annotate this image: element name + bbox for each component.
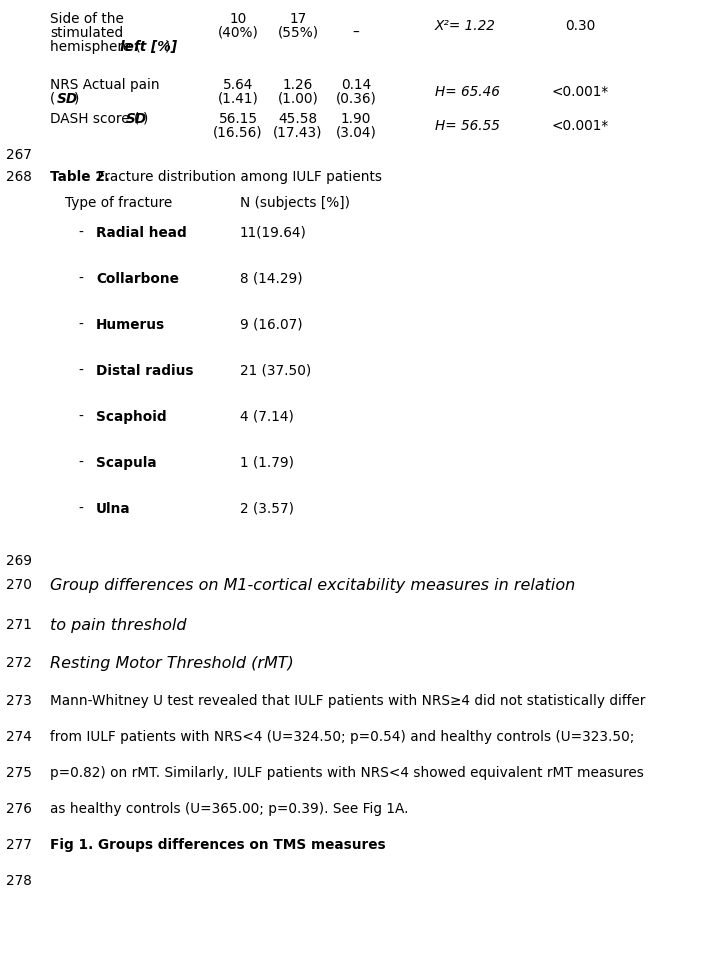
Text: Resting Motor Threshold (rMT): Resting Motor Threshold (rMT) xyxy=(50,656,294,671)
Text: Fracture distribution among IULF patients: Fracture distribution among IULF patient… xyxy=(93,170,382,184)
Text: 270: 270 xyxy=(6,578,32,592)
Text: 267: 267 xyxy=(6,148,32,162)
Text: 273: 273 xyxy=(6,694,32,708)
Text: p=0.82) on rMT. Similarly, IULF patients with NRS<4 showed equivalent rMT measur: p=0.82) on rMT. Similarly, IULF patients… xyxy=(50,766,644,780)
Text: 0.14: 0.14 xyxy=(341,78,371,92)
Text: 4 (7.14): 4 (7.14) xyxy=(240,410,294,424)
Text: 0.30: 0.30 xyxy=(565,19,595,33)
Text: 1 (1.79): 1 (1.79) xyxy=(240,456,294,470)
Text: Radial head: Radial head xyxy=(96,226,187,240)
Text: (3.04): (3.04) xyxy=(335,126,376,140)
Text: 278: 278 xyxy=(6,874,32,888)
Text: (: ( xyxy=(50,92,56,106)
Text: hemisphere (: hemisphere ( xyxy=(50,40,141,54)
Text: 9 (16.07): 9 (16.07) xyxy=(240,318,302,332)
Text: Ulna: Ulna xyxy=(96,502,131,516)
Text: -: - xyxy=(78,272,83,286)
Text: Mann-Whitney U test revealed that IULF patients with NRS≥4 did not statistically: Mann-Whitney U test revealed that IULF p… xyxy=(50,694,645,708)
Text: 56.15: 56.15 xyxy=(219,112,257,126)
Text: 8 (14.29): 8 (14.29) xyxy=(240,272,302,286)
Text: 271: 271 xyxy=(6,618,32,632)
Text: Distal radius: Distal radius xyxy=(96,364,193,378)
Text: from IULF patients with NRS<4 (U=324.50; p=0.54) and healthy controls (U=323.50;: from IULF patients with NRS<4 (U=324.50;… xyxy=(50,730,634,744)
Text: 11(19.64): 11(19.64) xyxy=(240,226,307,240)
Text: -: - xyxy=(78,502,83,516)
Text: SD: SD xyxy=(57,92,78,106)
Text: (1.41): (1.41) xyxy=(217,92,259,106)
Text: <0.001*: <0.001* xyxy=(551,119,609,133)
Text: ): ) xyxy=(74,92,79,106)
Text: (40%): (40%) xyxy=(217,26,259,40)
Text: (1.00): (1.00) xyxy=(278,92,318,106)
Text: NRS Actual pain: NRS Actual pain xyxy=(50,78,160,92)
Text: -: - xyxy=(78,410,83,424)
Text: -: - xyxy=(78,318,83,332)
Text: 274: 274 xyxy=(6,730,32,744)
Text: 275: 275 xyxy=(6,766,32,780)
Text: Collarbone: Collarbone xyxy=(96,272,179,286)
Text: (0.36): (0.36) xyxy=(335,92,376,106)
Text: H= 65.46: H= 65.46 xyxy=(435,85,500,99)
Text: 2 (3.57): 2 (3.57) xyxy=(240,502,294,516)
Text: Scapula: Scapula xyxy=(96,456,157,470)
Text: Group differences on M1-cortical excitability measures in relation: Group differences on M1-cortical excitab… xyxy=(50,578,575,593)
Text: N (subjects [%]): N (subjects [%]) xyxy=(240,196,350,210)
Text: 268: 268 xyxy=(6,170,32,184)
Text: Side of the: Side of the xyxy=(50,12,124,26)
Text: stimulated: stimulated xyxy=(50,26,123,40)
Text: 1.26: 1.26 xyxy=(283,78,313,92)
Text: (16.56): (16.56) xyxy=(213,126,263,140)
Text: to pain threshold: to pain threshold xyxy=(50,618,186,633)
Text: (55%): (55%) xyxy=(278,26,318,40)
Text: as healthy controls (U=365.00; p=0.39). See Fig 1A.: as healthy controls (U=365.00; p=0.39). … xyxy=(50,802,408,816)
Text: 272: 272 xyxy=(6,656,32,670)
Text: 21 (37.50): 21 (37.50) xyxy=(240,364,311,378)
Text: (17.43): (17.43) xyxy=(273,126,323,140)
Text: -: - xyxy=(78,364,83,378)
Text: DASH score (: DASH score ( xyxy=(50,112,139,126)
Text: ): ) xyxy=(143,112,148,126)
Text: left [%]: left [%] xyxy=(120,40,177,54)
Text: Humerus: Humerus xyxy=(96,318,165,332)
Text: 10: 10 xyxy=(229,12,247,26)
Text: <0.001*: <0.001* xyxy=(551,85,609,99)
Text: 269: 269 xyxy=(6,554,32,568)
Text: ): ) xyxy=(165,40,170,54)
Text: 17: 17 xyxy=(290,12,307,26)
Text: H= 56.55: H= 56.55 xyxy=(435,119,500,133)
Text: 277: 277 xyxy=(6,838,32,852)
Text: Type of fracture: Type of fracture xyxy=(65,196,172,210)
Text: 5.64: 5.64 xyxy=(223,78,253,92)
Text: 1.90: 1.90 xyxy=(341,112,371,126)
Text: Fig 1. Groups differences on TMS measures: Fig 1. Groups differences on TMS measure… xyxy=(50,838,386,852)
Text: Scaphoid: Scaphoid xyxy=(96,410,167,424)
Text: 45.58: 45.58 xyxy=(278,112,318,126)
Text: X²= 1.22: X²= 1.22 xyxy=(435,19,496,33)
Text: –: – xyxy=(353,26,359,40)
Text: SD: SD xyxy=(126,112,147,126)
Text: -: - xyxy=(78,226,83,240)
Text: 276: 276 xyxy=(6,802,32,816)
Text: -: - xyxy=(78,456,83,470)
Text: Table 2.: Table 2. xyxy=(50,170,110,184)
